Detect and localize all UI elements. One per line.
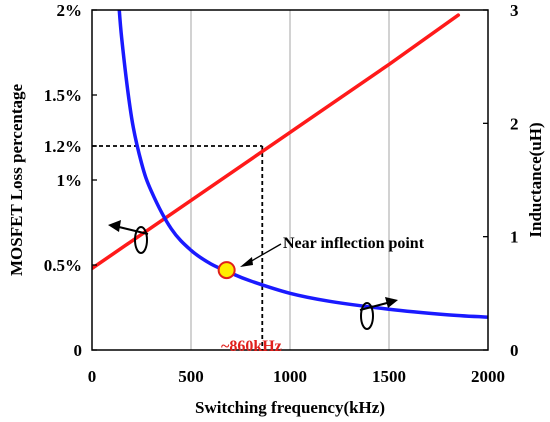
y-left-tick-label: 1.2%: [44, 137, 82, 156]
left-axis-indicator: [108, 220, 149, 254]
x-tick-label: 2000: [471, 367, 505, 386]
series-inductance-line: [117, 10, 488, 319]
inflection-annotation: Near inflection point: [283, 235, 425, 252]
y-right-tick-label: 0: [510, 341, 519, 360]
x-tick-label: 1000: [273, 367, 307, 386]
y-right-tick-label: 2: [510, 114, 519, 133]
y-left-tick-label: 0.5%: [44, 256, 82, 275]
y-left-tick-label: 1%: [57, 171, 83, 190]
y-right-tick-label: 1: [510, 228, 519, 247]
inflection-arrow: [240, 243, 282, 267]
x-tick-label: 500: [178, 367, 204, 386]
frequency-annotation: ~860kHz: [221, 338, 282, 355]
y-axis-right-title: Inductance(uH): [526, 122, 545, 237]
y-left-tick-label: 1.5%: [44, 86, 82, 105]
right-axis-indicator: [359, 297, 398, 330]
x-tick-label: 1500: [372, 367, 406, 386]
inflection-point-marker: [217, 261, 236, 280]
series-loss-line: [92, 13, 461, 271]
y-left-tick-label: 0: [74, 341, 83, 360]
y-left-tick-label: 2%: [57, 1, 83, 20]
y-right-tick-label: 3: [510, 1, 519, 20]
x-tick-label: 0: [88, 367, 97, 386]
x-axis-title: Switching frequency(kHz): [195, 398, 385, 417]
y-axis-left-title: MOSFET Loss percentage: [7, 84, 26, 276]
